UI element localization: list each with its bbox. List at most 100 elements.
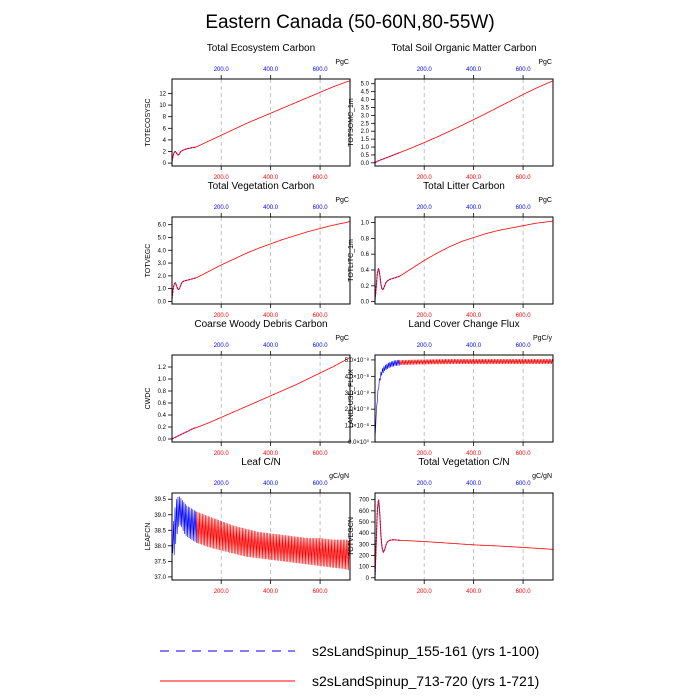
plot-frame (171, 354, 351, 443)
y-tick-label: 0.0×10⁰ (348, 439, 370, 446)
figure-title: Eastern Canada (50-60N,80-55W) (205, 12, 494, 33)
y-tick-label: 0.4 (158, 413, 167, 419)
chart-title: Leaf C/N (241, 457, 280, 468)
top-tick-label: 400.0 (263, 67, 279, 73)
y-tick-label: 0.0 (361, 300, 370, 306)
units-label: PgC (538, 59, 552, 66)
chart-panel: Total Litter Carbon PgC 200.0 200.0 400.0 400… (348, 181, 554, 319)
bottom-tick-label: 400.0 (263, 589, 279, 595)
legend-label-red: s2sLandSpinup_713-720 (yrs 1-721) (312, 673, 539, 689)
top-tick-label: 600.0 (516, 343, 532, 349)
y-tick-label: 0.4 (361, 268, 370, 274)
y-axis-label: TOTVEGC (145, 244, 152, 278)
plot-frame (374, 492, 554, 581)
chart-panel: Land Cover Change Flux PgC/y 200.0 200.0 400… (345, 319, 554, 457)
chart-title: Total Vegetation C/N (418, 457, 509, 468)
bottom-tick-label: 600.0 (313, 589, 329, 595)
y-tick-label: 2.0 (361, 129, 370, 135)
chart-title: Total Vegetation Carbon (208, 181, 315, 192)
units-label: PgC (335, 335, 349, 342)
top-tick-label: 600.0 (313, 481, 329, 487)
y-tick-label: 6.0 (158, 223, 167, 229)
bottom-tick-label: 200.0 (417, 313, 433, 319)
y-tick-label: 700 (359, 498, 370, 504)
top-tick-label: 400.0 (263, 481, 279, 487)
y-tick-label: 0.6 (361, 252, 370, 258)
top-tick-label: 400.0 (263, 205, 279, 211)
top-tick-label: 400.0 (263, 343, 279, 349)
y-tick-label: 38.5 (154, 528, 166, 534)
bottom-tick-label: 200.0 (417, 175, 433, 181)
bottom-tick-label: 600.0 (516, 589, 532, 595)
series-line-blue (171, 496, 197, 556)
top-tick-label: 200.0 (214, 67, 230, 73)
bottom-tick-label: 400.0 (263, 313, 279, 319)
top-tick-label: 200.0 (417, 481, 433, 487)
bottom-tick-label: 200.0 (417, 589, 433, 595)
y-tick-label: 1.2 (158, 365, 167, 371)
y-tick-label: 0.2 (361, 284, 370, 290)
legend-label-blue: s2sLandSpinup_155-161 (yrs 1-100) (312, 643, 539, 659)
y-tick-label: 2 (163, 150, 167, 156)
bottom-tick-label: 600.0 (313, 313, 329, 319)
y-tick-label: 2.0×10⁻⁸ (345, 406, 370, 413)
chart-title: Total Litter Carbon (423, 181, 505, 192)
top-tick-label: 200.0 (214, 205, 230, 211)
bottom-tick-label: 400.0 (263, 175, 279, 181)
chart-title: Total Soil Organic Matter Carbon (391, 43, 536, 54)
top-tick-label: 600.0 (313, 67, 329, 73)
legend: s2sLandSpinup_155-161 (yrs 1-100) s2sLan… (160, 643, 539, 689)
y-tick-label: 1.0 (361, 221, 370, 227)
bottom-tick-label: 600.0 (313, 175, 329, 181)
bottom-tick-label: 400.0 (466, 313, 482, 319)
y-tick-label: 100 (359, 565, 370, 571)
y-tick-label: 3.0 (361, 113, 370, 119)
top-tick-label: 200.0 (417, 343, 433, 349)
y-tick-label: 38.0 (154, 544, 166, 550)
y-tick-label: 0.8 (158, 389, 167, 395)
y-tick-label: 37.5 (154, 559, 166, 565)
units-label: PgC/y (533, 335, 553, 342)
units-label: PgC (335, 59, 349, 66)
y-tick-label: 5.0×10⁻⁸ (345, 357, 370, 364)
y-tick-label: 1.5 (361, 137, 370, 143)
top-tick-label: 400.0 (466, 67, 482, 73)
units-label: PgC (538, 197, 552, 204)
bottom-tick-label: 200.0 (214, 589, 230, 595)
y-tick-label: 4 (163, 138, 167, 144)
y-tick-label: 0.8 (361, 236, 370, 242)
units-label: gC/gN (532, 473, 552, 480)
plot-frame (374, 78, 554, 167)
top-tick-label: 400.0 (466, 481, 482, 487)
plot-frame (374, 354, 554, 443)
series-line-blue (374, 268, 400, 301)
units-label: gC/gN (329, 473, 349, 480)
y-tick-label: 1.0 (158, 377, 167, 383)
y-axis-label: TOTLITC_1m (348, 239, 355, 282)
series-line-blue (374, 359, 400, 440)
y-tick-label: 1.0 (361, 145, 370, 151)
y-tick-label: 400 (359, 531, 370, 537)
series-line-red (171, 221, 351, 299)
y-tick-label: 39.0 (154, 513, 166, 519)
y-tick-label: 6 (163, 126, 167, 132)
y-tick-label: 3.0×10⁻⁸ (345, 390, 370, 397)
bottom-tick-label: 400.0 (466, 589, 482, 595)
y-tick-label: 3.5 (361, 105, 370, 111)
series-line-red (374, 220, 553, 301)
top-tick-label: 400.0 (466, 205, 482, 211)
bottom-tick-label: 400.0 (466, 451, 482, 457)
bottom-tick-label: 200.0 (214, 313, 230, 319)
top-tick-label: 600.0 (313, 343, 329, 349)
y-tick-label: 4.0 (158, 248, 167, 254)
chart-panel: Total Ecosystem Carbon PgC 200.0 200.0 400.0… (145, 43, 351, 181)
bottom-tick-label: 200.0 (417, 451, 433, 457)
y-axis-label: CWDC (145, 388, 152, 410)
bottom-tick-label: 600.0 (313, 451, 329, 457)
chart-panel: Leaf C/N gC/gN 200.0 200.0 400.0 400.0 600.0 60… (145, 457, 351, 595)
y-axis-label: TOTECOSYSC (145, 98, 152, 146)
y-tick-label: 0 (163, 161, 167, 167)
top-tick-label: 600.0 (516, 481, 532, 487)
